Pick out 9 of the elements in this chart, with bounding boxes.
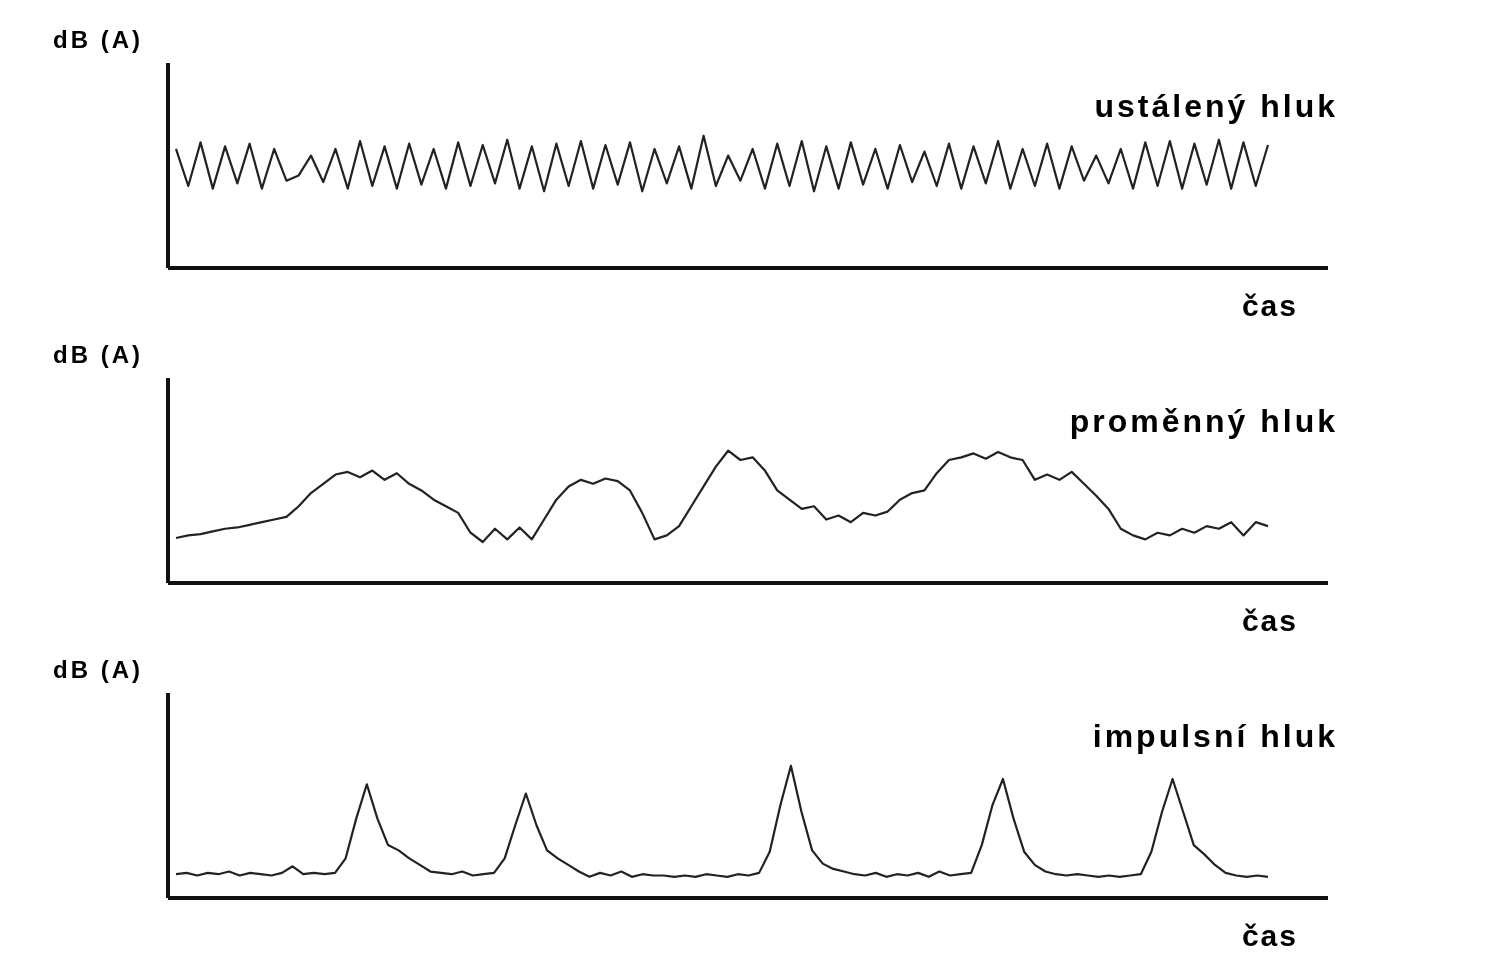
text: impulsní hluk: [1092, 718, 1338, 755]
text: ustálený hluk: [1094, 88, 1338, 125]
x-axis-title: čas: [1241, 604, 1298, 638]
x-axis-title: čas: [1241, 289, 1298, 323]
x-axis-title: čas: [1241, 919, 1298, 953]
y-axis-title: dB (A): [53, 26, 143, 54]
y-axis-title: dB (A): [53, 341, 143, 369]
text: proměnný hluk: [1069, 403, 1338, 440]
y-axis-title: dB (A): [53, 656, 143, 684]
